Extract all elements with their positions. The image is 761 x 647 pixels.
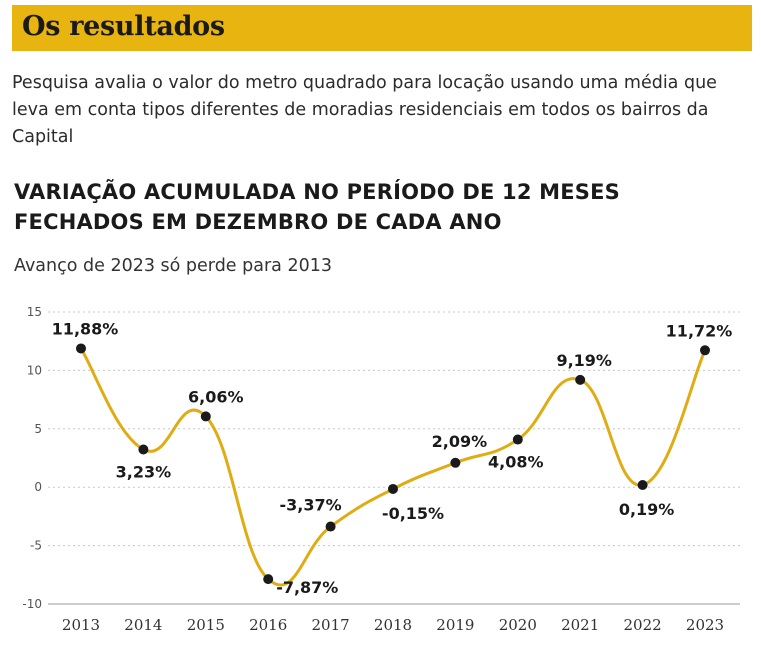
- data-label: 6,06%: [188, 387, 244, 406]
- intro-text: Pesquisa avalia o valor do metro quadrad…: [12, 73, 717, 147]
- x-tick-label: 2022: [624, 616, 662, 634]
- x-tick-label: 2015: [187, 616, 225, 634]
- data-point: [700, 345, 710, 356]
- x-tick-label: 2018: [374, 616, 412, 634]
- x-tick-label: 2014: [124, 616, 162, 634]
- chart-title-line-1: VARIAÇÃO ACUMULADA NO PERÍODO DE 12 MESE…: [14, 180, 621, 204]
- y-tick-label: -10: [22, 597, 42, 611]
- y-tick-label: 15: [27, 305, 42, 319]
- data-label: 11,72%: [666, 321, 733, 340]
- series-line: [79, 347, 707, 587]
- chart-subtitle: Avanço de 2023 só perde para 2013: [14, 256, 332, 276]
- data-point: [200, 411, 211, 422]
- y-tick-label: 10: [27, 363, 42, 377]
- data-label: -7,87%: [276, 578, 338, 597]
- x-tick-label: 2020: [499, 616, 537, 634]
- x-tick-label: 2023: [686, 616, 724, 634]
- data-label: 4,08%: [488, 453, 544, 472]
- data-label: 9,19%: [556, 351, 612, 370]
- data-label: -3,37%: [280, 496, 342, 515]
- x-tick-label: 2017: [312, 616, 350, 634]
- data-point: [575, 374, 586, 385]
- data-point: [76, 343, 86, 354]
- y-tick-label: -5: [30, 539, 42, 553]
- data-label: 2,09%: [432, 432, 488, 451]
- data-label: 3,23%: [116, 462, 172, 481]
- data-point: [325, 521, 336, 532]
- data-label: -0,15%: [382, 504, 444, 523]
- x-tick-label: 2019: [436, 616, 474, 634]
- x-tick-label: 2013: [62, 616, 100, 634]
- page-title: Os resultados: [22, 11, 225, 42]
- header-bar: Os resultados: [12, 5, 752, 51]
- x-tick-label: 2016: [249, 616, 287, 634]
- chart-title-line-2: FECHADOS EM DEZEMBRO DE CADA ANO: [14, 210, 502, 234]
- data-label: 11,88%: [52, 319, 119, 338]
- x-tick-label: 2021: [561, 616, 599, 634]
- chart-title: VARIAÇÃO ACUMULADA NO PERÍODO DE 12 MESE…: [14, 177, 714, 237]
- data-point: [450, 457, 461, 468]
- y-tick-label: 0: [34, 480, 42, 494]
- data-label: 0,19%: [619, 500, 675, 519]
- data-point: [512, 434, 523, 445]
- data-point: [637, 479, 648, 490]
- data-point: [138, 444, 149, 455]
- data-point: [263, 574, 274, 585]
- y-tick-label: 5: [34, 422, 42, 436]
- data-point: [388, 483, 398, 494]
